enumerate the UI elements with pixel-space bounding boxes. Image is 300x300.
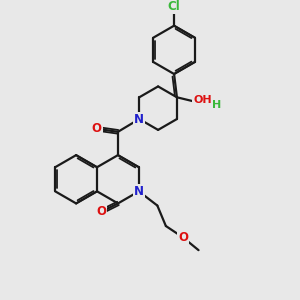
Text: O: O [178, 231, 188, 244]
Text: H: H [212, 100, 221, 110]
Text: O: O [96, 206, 106, 218]
Text: N: N [134, 112, 144, 125]
Text: O: O [92, 122, 102, 136]
Text: OH: OH [193, 95, 212, 105]
Text: N: N [134, 185, 144, 198]
Text: Cl: Cl [168, 0, 180, 13]
